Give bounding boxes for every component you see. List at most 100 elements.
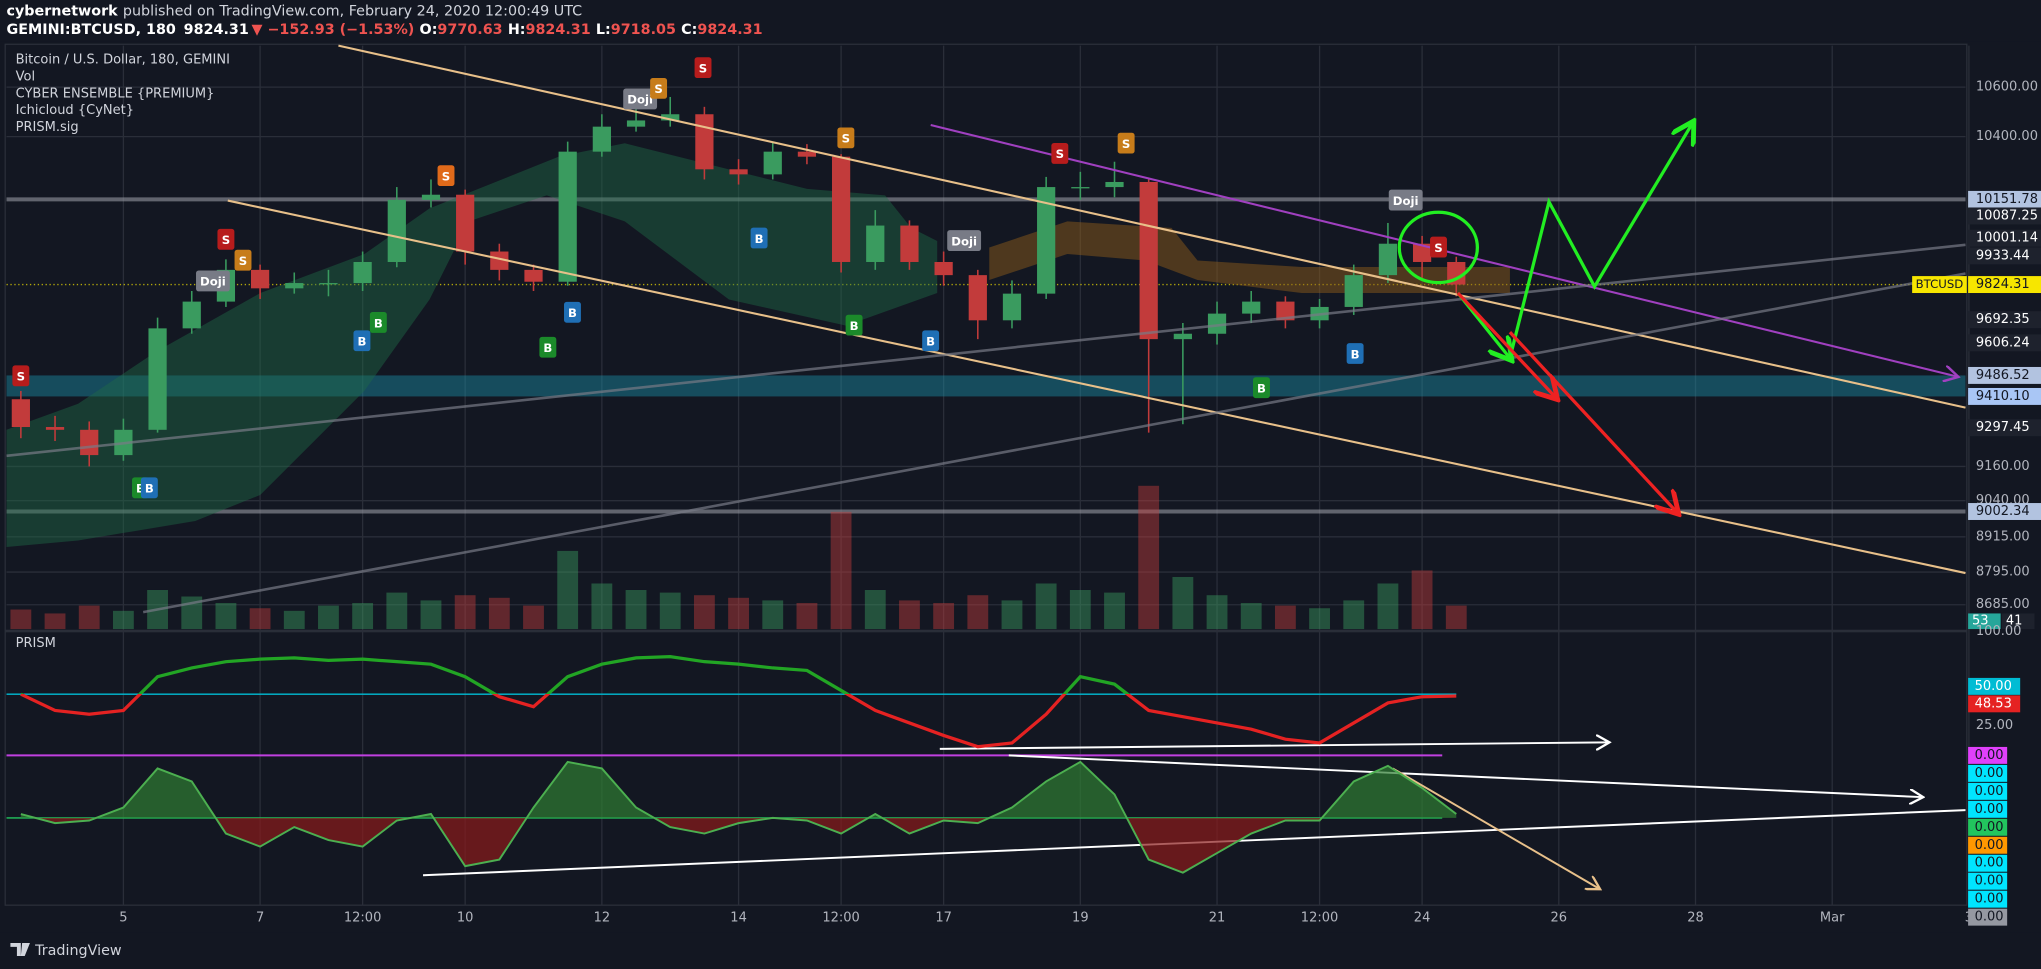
candle-body (661, 114, 680, 121)
signal-marker (1388, 189, 1423, 211)
zero-tag (1968, 800, 2008, 818)
trend-line (939, 742, 1608, 749)
volume-bar (1172, 576, 1194, 630)
y-tick-label: 100.00 (1976, 624, 2022, 639)
zero-tag (1968, 746, 2008, 764)
signal-marker (140, 477, 158, 499)
candle-body (1344, 275, 1363, 307)
candle-body (934, 261, 953, 276)
volume-bar (933, 603, 955, 630)
signal-label: S (842, 132, 850, 146)
signal-marker (650, 77, 668, 99)
price-tag-label: 9933.44 (1976, 248, 2030, 263)
grid-layer (6, 45, 1970, 906)
trend-line (1392, 767, 1599, 888)
price-tag (1968, 334, 2041, 352)
candle-body (148, 328, 167, 430)
arrow (1508, 331, 1677, 512)
price-tag (1968, 276, 2041, 294)
price-tag (1968, 247, 2041, 265)
candle-body (1173, 333, 1192, 340)
y-tick-label: 9160.00 (1976, 459, 2030, 474)
volume-bar (659, 592, 681, 630)
candle-body (900, 225, 919, 262)
x-tick-label: 5 (119, 911, 127, 926)
volume-tag (1968, 613, 2001, 630)
zero-tag (1968, 818, 2008, 836)
signal-label: B (1257, 381, 1266, 395)
signal-marker (539, 336, 557, 358)
volume-bar (488, 597, 510, 630)
volume-bar (557, 550, 579, 630)
volume-bar (283, 610, 305, 630)
candle-body (1242, 301, 1261, 314)
volume-bar (591, 583, 613, 630)
x-tick-label: 12:00 (344, 911, 382, 926)
candle-body (729, 169, 748, 175)
volume-bar (112, 610, 134, 630)
signal-marker (12, 365, 30, 387)
zero-tag-label: 0.00 (1975, 856, 2004, 871)
candle-body (80, 429, 99, 456)
price-tag-label: 9002.34 (1976, 504, 2030, 519)
zero-tag (1968, 764, 2008, 782)
candle-body (524, 269, 543, 282)
signal-marker (353, 330, 371, 352)
ohlc-value: 9824.31 (697, 22, 762, 38)
volume-bar (78, 605, 100, 630)
symbol-tag-label: BTCUSD (1916, 277, 1964, 291)
zero-tag-label: 0.00 (1975, 784, 2004, 799)
volume-tag-label: 41 (2006, 614, 2023, 629)
price-tag (1968, 677, 2021, 695)
footer (0, 932, 2041, 969)
zero-tag (1968, 854, 2008, 872)
price-tag-label: 48.53 (1975, 696, 2012, 711)
signal-marker (1253, 377, 1270, 399)
volume-bar (830, 511, 852, 630)
candle-layer (11, 96, 1466, 467)
volume-bar (693, 595, 715, 630)
signal-label: S (1122, 137, 1130, 151)
volume-bar (1069, 589, 1091, 630)
ohlc-value: 9770.63 (437, 22, 502, 38)
signal-marker (217, 228, 235, 250)
x-tick-label: 26 (1551, 911, 1568, 926)
volume-bar (215, 603, 237, 630)
price-tag-label: 10001.14 (1976, 231, 2038, 246)
signal-label: B (1351, 347, 1360, 361)
signal-label: S (1434, 241, 1442, 255)
price-tag-label: 9410.10 (1976, 389, 2030, 404)
signal-marker (234, 249, 252, 271)
candle-body (1139, 181, 1158, 340)
candle-body (1412, 243, 1432, 262)
prism-line (20, 655, 1457, 749)
legend-item: Vol (16, 69, 35, 84)
trend-line (142, 272, 1966, 614)
volume-bar (1104, 592, 1125, 630)
x-tick-label: 17 (935, 911, 952, 926)
brand: TradingView (34, 943, 122, 959)
published: published on TradingView.com, February 2… (123, 4, 582, 20)
signal-marker (750, 227, 768, 249)
price-tag-label: 50.00 (1975, 679, 2012, 694)
x-tick-label: 28 (1687, 911, 1704, 926)
signal-marker (1430, 236, 1447, 258)
candle-body (1071, 187, 1090, 189)
x-tick-label: 14 (730, 911, 747, 926)
candle-body (968, 275, 987, 321)
zero-tag (1968, 836, 2008, 854)
volume-bar (523, 605, 544, 630)
ohlc-key: C: (681, 22, 697, 38)
signal-label: S (239, 254, 247, 268)
price-tag-label: 10087.25 (1976, 208, 2038, 223)
candle-body (1207, 313, 1227, 334)
zero-tag (1968, 872, 2008, 890)
volume-bar (762, 600, 784, 630)
price-tag (1968, 695, 2021, 713)
volume-bar (10, 609, 32, 630)
y-tick-label: 8685.00 (1976, 597, 2030, 612)
volume-bar (1377, 583, 1399, 630)
price-tag (1968, 387, 2041, 405)
zero-tag-label: 0.00 (1975, 766, 2004, 781)
